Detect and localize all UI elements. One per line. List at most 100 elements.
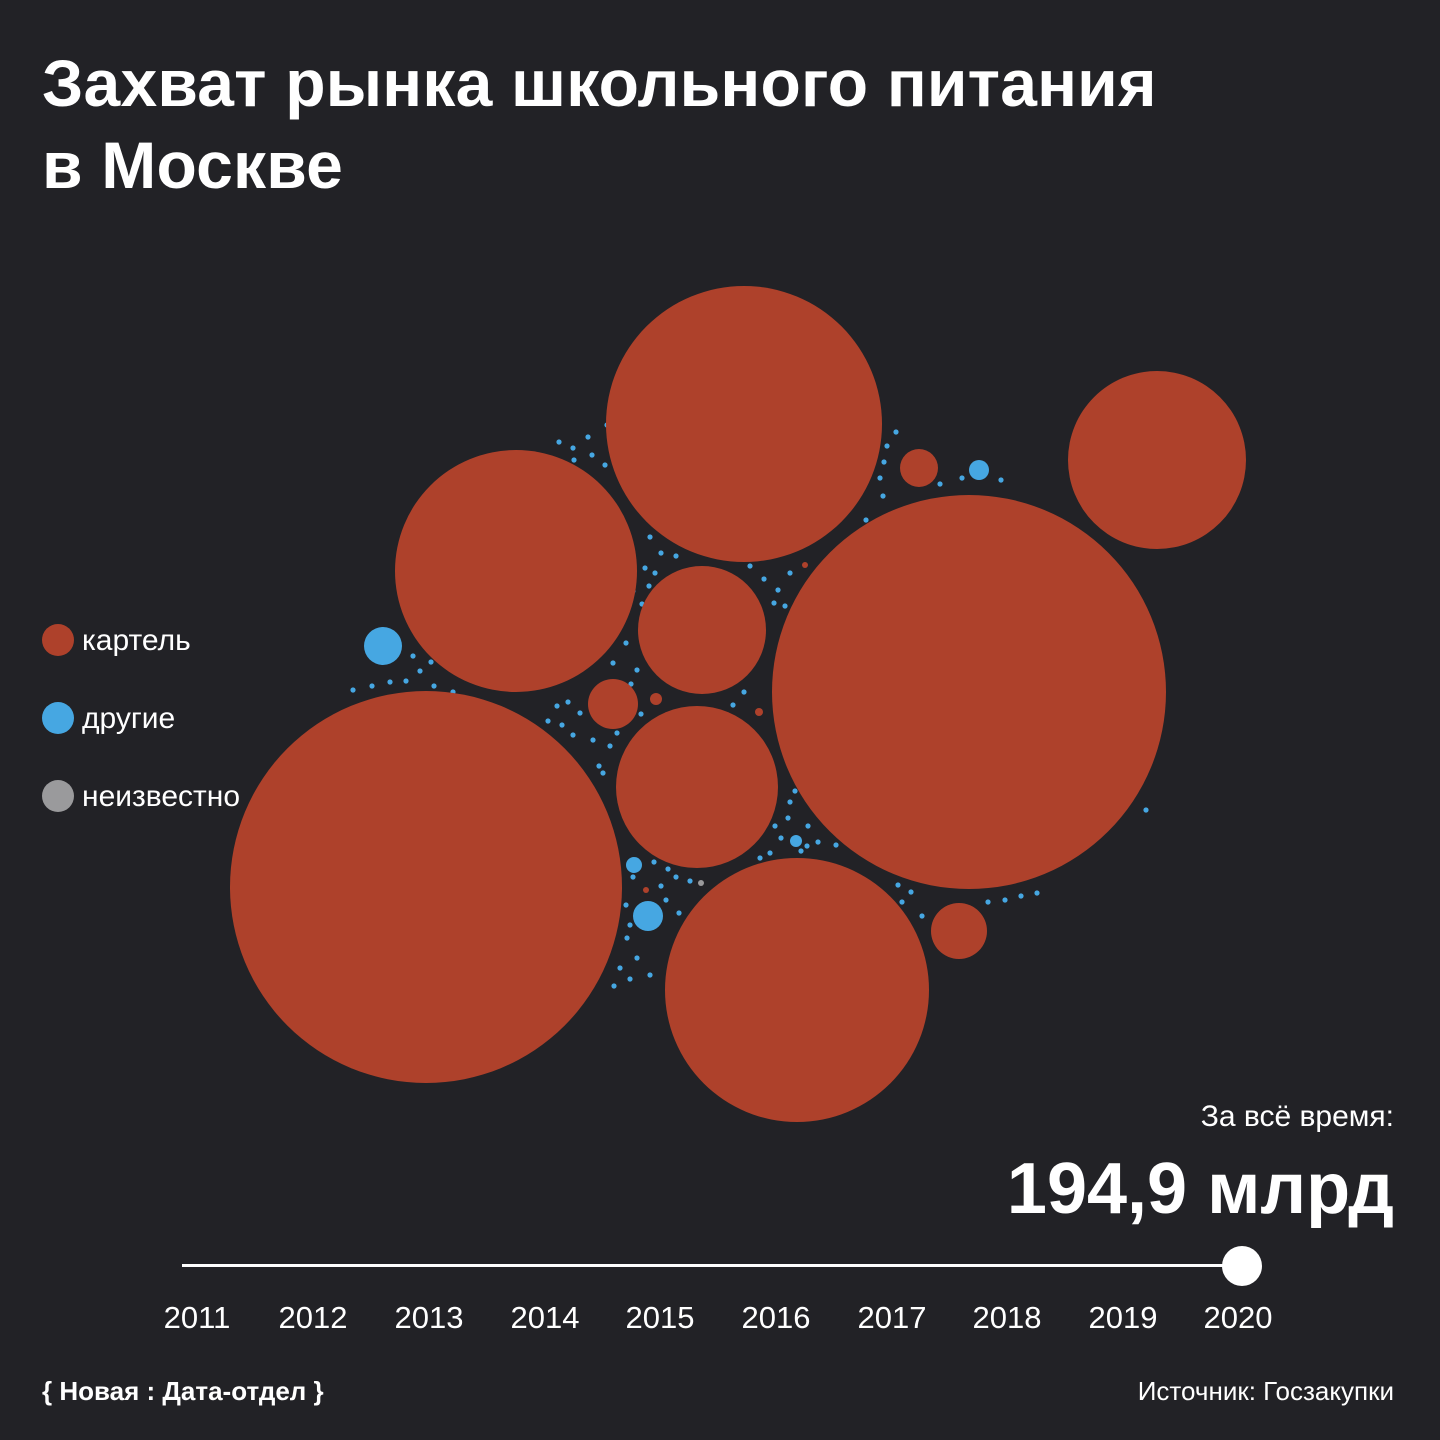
- bubble-other-small-85: [647, 972, 653, 978]
- bubble-other-small-73: [673, 874, 679, 880]
- total-summary: За всё время: 194,9 млрд: [1007, 1096, 1394, 1232]
- year-label-2019[interactable]: 2019: [1088, 1300, 1158, 1335]
- bubble-other-small-29: [782, 603, 788, 609]
- bubble-other-15: [364, 627, 402, 665]
- bubble-other-small-34: [387, 679, 393, 685]
- bubble-other-small-63: [778, 835, 784, 841]
- bubble-other-small-91: [985, 899, 991, 905]
- bubble-other-small-66: [805, 823, 811, 829]
- bubble-other-small-17: [658, 550, 664, 556]
- bubble-other-small-57: [730, 702, 736, 708]
- bubble-other-small-2: [585, 434, 591, 440]
- bubble-other-small-68: [833, 842, 839, 848]
- year-label-2011[interactable]: 2011: [163, 1300, 231, 1335]
- bubble-other-small-15: [998, 477, 1004, 483]
- timeline-slider-handle[interactable]: [1222, 1246, 1262, 1286]
- bubble-other-small-84: [627, 976, 633, 982]
- small-bubbles-group: [350, 422, 1149, 989]
- bubble-cartel-6: [616, 706, 778, 868]
- bubble-other-small-81: [624, 935, 630, 941]
- bubble-unknown-20: [698, 880, 704, 886]
- bubble-other-small-37: [431, 683, 437, 689]
- bubble-cartel-1: [772, 495, 1166, 889]
- bubble-cartel-14: [643, 887, 649, 893]
- bubble-other-small-77: [676, 910, 682, 916]
- bubble-other-small-16: [647, 534, 653, 540]
- year-label-2013[interactable]: 2013: [394, 1300, 464, 1335]
- legend-label-unknown: неизвестно: [82, 780, 241, 813]
- bubble-other-small-1: [570, 445, 576, 451]
- bubble-other-small-51: [577, 710, 583, 716]
- bubble-other-small-82: [634, 955, 640, 961]
- source-note: Источник: Госзакупки: [1137, 1376, 1394, 1406]
- bubble-cartel-8: [931, 903, 987, 959]
- chart-title-line-1: Захват рынка школьного питания: [42, 46, 1157, 120]
- year-label-2020[interactable]: 2020: [1203, 1300, 1273, 1335]
- bubble-other-small-31: [410, 653, 416, 659]
- bubble-other-small-56: [600, 770, 606, 776]
- bubble-cartel-10: [900, 449, 938, 487]
- bubble-other-small-35: [369, 683, 375, 689]
- bubble-other-small-27: [775, 587, 781, 593]
- bubble-other-small-24: [747, 563, 753, 569]
- bubble-other-small-72: [665, 866, 671, 872]
- bubble-cartel-0: [230, 691, 622, 1083]
- year-label-2016[interactable]: 2016: [741, 1300, 811, 1335]
- bubble-other-small-10: [877, 475, 883, 481]
- bubble-cartel-11: [650, 693, 662, 705]
- bubble-other-small-33: [403, 678, 409, 684]
- bubble-cartel-13: [802, 562, 808, 568]
- year-label-2018[interactable]: 2018: [972, 1300, 1042, 1335]
- bubble-other-18: [626, 857, 642, 873]
- year-label-2017[interactable]: 2017: [857, 1300, 927, 1335]
- bubble-other-small-6: [571, 457, 577, 463]
- year-label-2014[interactable]: 2014: [510, 1300, 580, 1335]
- bubble-other-small-64: [767, 850, 773, 856]
- bubble-other-small-69: [804, 843, 810, 849]
- bubble-other-small-40: [623, 640, 629, 646]
- large-bubbles-group: [230, 286, 1246, 1122]
- bubble-other-17: [969, 460, 989, 480]
- bubble-other-small-78: [663, 897, 669, 903]
- bubble-other-small-59: [792, 788, 798, 794]
- bubble-other-small-28: [771, 600, 777, 606]
- total-value: 194,9 млрд: [1006, 1149, 1394, 1229]
- bubble-other-small-19: [652, 570, 658, 576]
- bubble-cartel-5: [1068, 371, 1246, 549]
- legend-dot-others: [42, 702, 74, 734]
- bubble-other-small-47: [554, 703, 560, 709]
- bubble-other-small-49: [545, 718, 551, 724]
- legend-item-unknown: неизвестно: [42, 776, 240, 854]
- bubble-other-small-79: [623, 902, 629, 908]
- bubble-other-small-26: [787, 570, 793, 576]
- bubble-other-small-50: [559, 722, 565, 728]
- bubble-other-small-21: [646, 583, 652, 589]
- legend-item-others: другие: [42, 698, 240, 776]
- chart-title: Захват рынка школьного питания в Москве: [42, 42, 1342, 206]
- bubble-other-small-48: [565, 699, 571, 705]
- bubble-other-small-20: [673, 553, 679, 559]
- year-label-2012[interactable]: 2012: [278, 1300, 348, 1335]
- bubble-other-small-32: [417, 668, 423, 674]
- bubble-cartel-2: [606, 286, 882, 562]
- bubble-other-small-9: [881, 459, 887, 465]
- bubble-other-small-18: [642, 565, 648, 571]
- bubble-cartel-12: [755, 708, 763, 716]
- bubble-other-small-76: [658, 883, 664, 889]
- bubble-cartel-4: [665, 858, 929, 1122]
- year-label-2015[interactable]: 2015: [625, 1300, 695, 1335]
- bubble-other-small-86: [611, 983, 617, 989]
- bubble-other-small-36: [350, 687, 356, 693]
- legend: картель другие неизвестно: [42, 620, 240, 854]
- bubble-other-small-90: [899, 899, 905, 905]
- bubble-cartel-7: [638, 566, 766, 694]
- bubble-other-small-89: [919, 913, 925, 919]
- bubble-other-small-8: [884, 443, 890, 449]
- bubble-other-small-7: [893, 429, 899, 435]
- bubble-other-small-45: [638, 711, 644, 717]
- bubble-other-small-60: [787, 799, 793, 805]
- bubble-other-small-4: [602, 462, 608, 468]
- bubble-other-small-88: [908, 889, 914, 895]
